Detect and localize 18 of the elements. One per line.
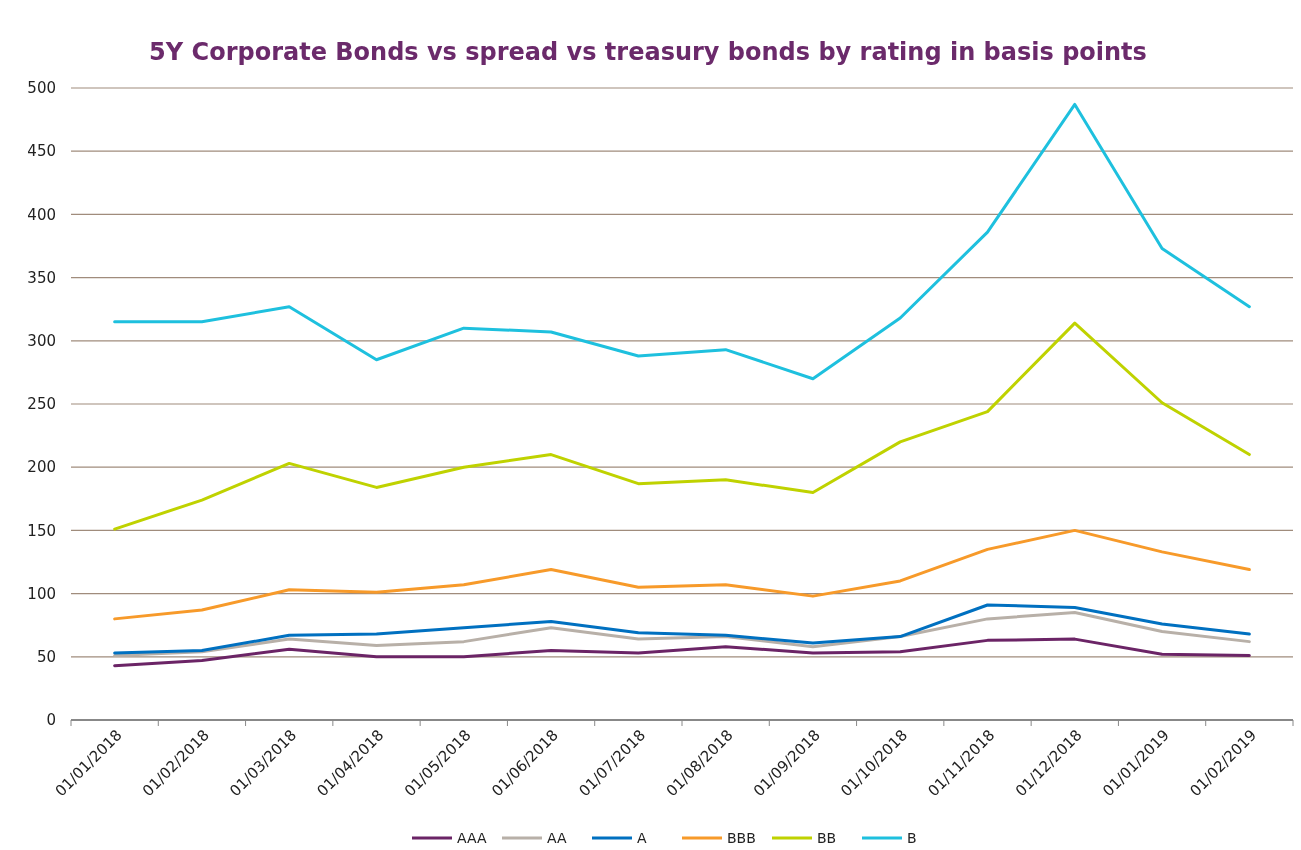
y-tick-label: 500	[27, 79, 56, 98]
chart-title: 5Y Corporate Bonds vs spread vs treasury bonds by rating in basis points	[149, 38, 1147, 66]
y-tick-label: 250	[27, 395, 56, 414]
y-tick-label: 150	[27, 521, 56, 540]
legend-label: B	[907, 829, 917, 846]
legend-label: A	[637, 829, 647, 846]
y-tick-label: 300	[27, 332, 56, 351]
y-tick-label: 0	[46, 711, 56, 730]
y-tick-label: 350	[27, 268, 56, 287]
y-tick-label: 400	[27, 205, 56, 224]
legend-label: BB	[817, 829, 837, 846]
legend-label: AAA	[457, 829, 487, 846]
legend-label: AA	[547, 829, 567, 846]
y-tick-label: 450	[27, 142, 56, 161]
y-tick-label: 100	[27, 584, 56, 603]
y-tick-label: 50	[36, 648, 56, 667]
legend-label: BBB	[727, 829, 756, 846]
y-tick-label: 200	[27, 458, 56, 477]
